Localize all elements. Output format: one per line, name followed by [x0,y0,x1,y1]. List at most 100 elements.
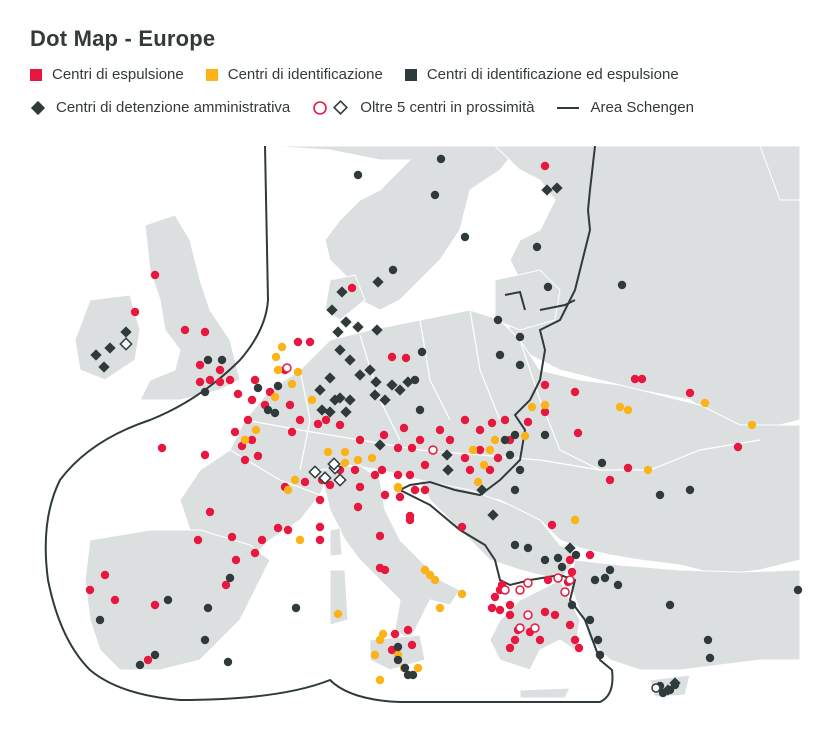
ident-expulsion-marker [540,555,550,565]
identification-marker [527,402,537,412]
ident-expulsion-marker [703,635,713,645]
legend-row-2: Centri di detenzione amministrativa Oltr… [30,99,716,116]
expulsion-marker [225,375,235,385]
detention-marker [370,376,382,388]
expulsion-marker [387,352,397,362]
detention-marker [369,389,381,401]
expulsion-marker [200,327,210,337]
cluster-diamond-marker [318,471,332,485]
expulsion-marker [380,490,390,500]
expulsion-marker [195,377,205,387]
ident-expulsion-marker [571,550,581,560]
identification-marker [240,435,250,445]
expulsion-marker [257,535,267,545]
red-square-icon [30,68,42,81]
ident-expulsion-marker [590,575,600,585]
expulsion-marker [420,460,430,470]
ident-expulsion-marker [150,650,160,660]
cluster-circle-marker [553,573,563,583]
identification-marker [473,477,483,487]
detention-marker [487,509,499,521]
expulsion-marker [180,325,190,335]
expulsion-marker [377,465,387,475]
expulsion-marker [407,640,417,650]
expulsion-marker [535,635,545,645]
expulsion-marker [325,480,335,490]
expulsion-marker [570,635,580,645]
ident-expulsion-marker [393,642,403,652]
expulsion-marker [685,388,695,398]
expulsion-marker [355,482,365,492]
expulsion-marker [565,620,575,630]
ident-expulsion-marker [400,663,410,673]
identification-marker [393,483,403,493]
expulsion-marker [395,492,405,502]
expulsion-marker [370,470,380,480]
hollow-circle-icon [313,99,349,115]
cluster-circle-marker [565,575,575,585]
expulsion-marker [315,522,325,532]
expulsion-marker [273,523,283,533]
cluster-circle-marker [523,578,533,588]
expulsion-marker [355,435,365,445]
ident-expulsion-marker [430,190,440,200]
ident-expulsion-marker [510,485,520,495]
legend-item-schengen: Area Schengen [556,99,694,116]
detention-marker [386,379,398,391]
expulsion-marker [510,635,520,645]
expulsion-marker [315,495,325,505]
expulsion-marker [523,417,533,427]
detention-marker [334,344,346,356]
expulsion-marker [393,470,403,480]
expulsion-marker [405,515,415,525]
expulsion-marker [110,595,120,605]
cluster-circle-marker [515,585,525,595]
detention-marker [354,369,366,381]
identification-marker [340,447,350,457]
identification-marker [333,609,343,619]
expulsion-marker [574,643,584,653]
ident-expulsion-marker [393,655,403,665]
identification-marker [375,675,385,685]
expulsion-marker [195,360,205,370]
identification-marker [273,365,283,375]
detention-marker [669,677,681,689]
expulsion-marker [250,548,260,558]
ident-expulsion-marker [510,540,520,550]
expulsion-marker [567,567,577,577]
ident-expulsion-marker [505,450,515,460]
ident-expulsion-marker [532,242,542,252]
detention-marker [442,464,454,476]
ident-expulsion-marker [436,154,446,164]
ident-expulsion-marker [223,657,233,667]
map-markers [85,154,803,698]
expulsion-marker [247,395,257,405]
dark-diamond-icon [30,100,46,115]
ident-expulsion-marker [523,543,533,553]
identification-marker [251,425,261,435]
ident-expulsion-marker [665,600,675,610]
legend-item-ident-expulsion: Centri di identificazione ed espulsione [404,66,679,83]
identification-marker [520,431,530,441]
identification-marker [747,420,757,430]
detention-marker [324,406,336,418]
identification-marker [435,603,445,613]
ident-expulsion-marker [685,485,695,495]
expulsion-marker [193,535,203,545]
ident-expulsion-marker [595,650,605,660]
expulsion-marker [490,592,500,602]
legend-label-expulsion: Centri di espulsione [52,66,184,83]
expulsion-marker [543,575,553,585]
legend-label-ident-expulsion: Centri di identificazione ed espulsione [426,66,679,83]
detention-marker [441,449,453,461]
detention-marker [352,321,364,333]
ident-expulsion-marker [163,595,173,605]
ident-expulsion-marker [515,465,525,475]
expulsion-marker [287,427,297,437]
identification-marker [290,475,300,485]
ident-expulsion-marker [388,265,398,275]
expulsion-marker [405,470,415,480]
identification-marker [307,395,317,405]
expulsion-marker [565,555,575,565]
expulsion-marker [375,563,385,573]
